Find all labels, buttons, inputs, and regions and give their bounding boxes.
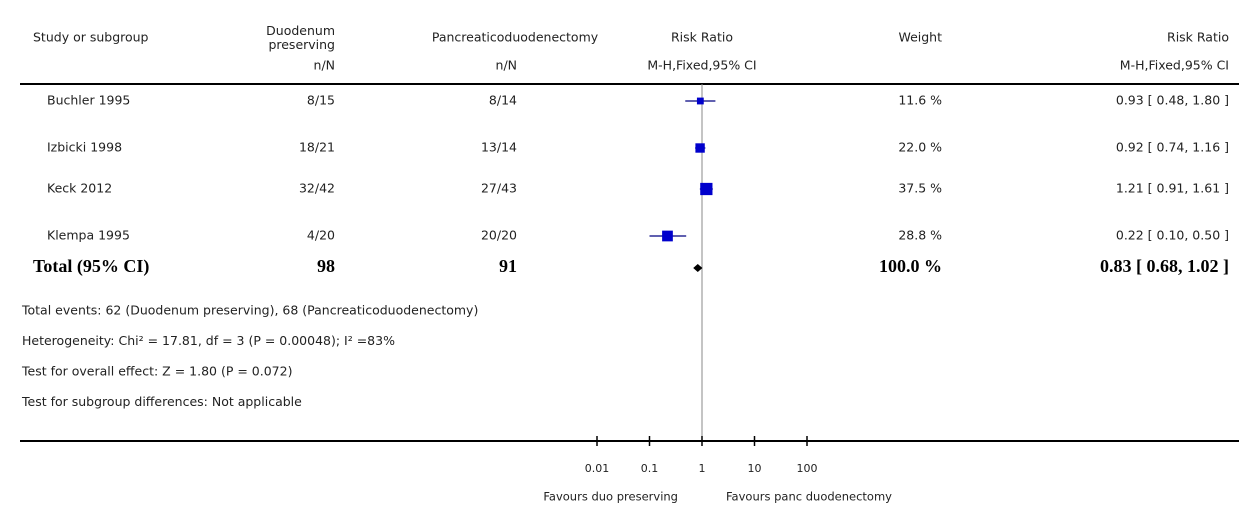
total-ci-label: 0.83 [ 0.68, 1.02 ] xyxy=(1100,256,1229,276)
footnote: Heterogeneity: Chi² = 17.81, df = 3 (P =… xyxy=(22,333,395,348)
ctrl-events: 13/14 xyxy=(481,140,517,155)
column-header: Study or subgroup xyxy=(33,30,149,45)
exp-events: 18/21 xyxy=(299,140,335,155)
ctrl-events: 27/43 xyxy=(481,181,517,196)
column-header: Risk Ratio xyxy=(1167,30,1229,45)
footnote: Test for overall effect: Z = 1.80 (P = 0… xyxy=(21,364,292,379)
effect-square xyxy=(695,143,705,153)
column-header: Pancreaticoduodenectomy xyxy=(432,30,599,45)
x-tick-label: 0.1 xyxy=(641,462,659,475)
column-header: Duodenum preserving xyxy=(266,23,335,52)
exp-events: 8/15 xyxy=(307,93,335,108)
total-diamond xyxy=(693,264,703,272)
weight: 28.8 % xyxy=(898,228,942,243)
total-weight: 100.0 % xyxy=(879,256,942,276)
study-name: Buchler 1995 xyxy=(47,93,130,108)
total-name: Total (95% CI) xyxy=(33,256,149,277)
effect-square xyxy=(696,97,704,105)
weight: 11.6 % xyxy=(898,93,942,108)
footnote: Test for subgroup differences: Not appli… xyxy=(21,394,302,409)
ctrl-events: 20/20 xyxy=(481,228,517,243)
x-label-left: Favours duo preserving xyxy=(543,490,678,504)
x-tick-label: 10 xyxy=(748,462,762,475)
exp-events: 4/20 xyxy=(307,228,335,243)
column-subheader: M-H,Fixed,95% CI xyxy=(647,58,756,73)
x-tick-label: 1 xyxy=(699,462,706,475)
column-subheader: n/N xyxy=(314,58,335,73)
study-name: Keck 2012 xyxy=(47,181,112,196)
effect-square xyxy=(662,230,673,242)
ci-label: 0.93 [ 0.48, 1.80 ] xyxy=(1116,93,1229,108)
study-name: Izbicki 1998 xyxy=(47,140,122,155)
x-tick-label: 100 xyxy=(797,462,818,475)
total-exp: 98 xyxy=(317,256,335,276)
effect-square xyxy=(700,182,713,196)
ctrl-events: 8/14 xyxy=(489,93,517,108)
ci-label: 0.22 [ 0.10, 0.50 ] xyxy=(1116,228,1229,243)
column-subheader: n/N xyxy=(496,58,517,73)
ci-label: 1.21 [ 0.91, 1.61 ] xyxy=(1116,181,1229,196)
column-header: Weight xyxy=(898,30,942,45)
column-subheader: M-H,Fixed,95% CI xyxy=(1120,58,1229,73)
ci-label: 0.92 [ 0.74, 1.16 ] xyxy=(1116,140,1229,155)
x-tick-label: 0.01 xyxy=(585,462,610,475)
total-ctrl: 91 xyxy=(499,256,517,276)
column-header: Risk Ratio xyxy=(671,30,733,45)
study-name: Klempa 1995 xyxy=(47,228,130,243)
weight: 37.5 % xyxy=(898,181,942,196)
exp-events: 32/42 xyxy=(299,181,335,196)
weight: 22.0 % xyxy=(898,140,942,155)
x-label-right: Favours panc duodenectomy xyxy=(726,490,892,504)
footnote: Total events: 62 (Duodenum preserving), … xyxy=(21,303,478,318)
